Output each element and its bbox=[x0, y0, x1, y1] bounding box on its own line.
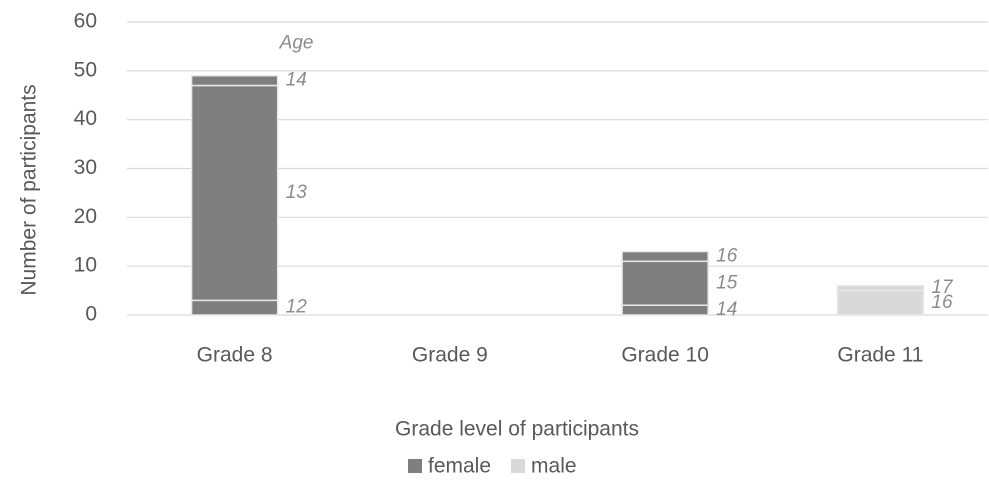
x-tick-label: Grade 10 bbox=[621, 344, 709, 367]
bar-segment bbox=[836, 289, 925, 316]
y-tick-label: 10 bbox=[74, 254, 97, 277]
bar-segment bbox=[621, 304, 709, 316]
bar-segment bbox=[621, 250, 709, 263]
y-tick-label: 50 bbox=[74, 58, 97, 81]
y-tick-label: 40 bbox=[74, 107, 97, 130]
x-tick-label: Grade 11 bbox=[837, 344, 923, 367]
segment-label: 13 bbox=[286, 182, 308, 203]
bar-segment bbox=[190, 299, 279, 316]
y-tick-label: 0 bbox=[85, 303, 97, 326]
segment-label: 14 bbox=[286, 70, 307, 91]
segment-label: 15 bbox=[716, 272, 738, 293]
y-tick-label: 30 bbox=[74, 156, 97, 179]
bar-segment bbox=[190, 84, 279, 302]
x-axis-title: Grade level of participants bbox=[395, 418, 639, 441]
legend-swatch bbox=[408, 459, 422, 473]
legend-swatch bbox=[511, 459, 526, 473]
bar-segment bbox=[621, 260, 709, 306]
segment-label: 14 bbox=[716, 299, 737, 320]
y-tick-label: 20 bbox=[74, 205, 97, 228]
bar-segment bbox=[836, 284, 925, 292]
legend-label: male bbox=[531, 455, 577, 478]
y-axis-title: Number of participants bbox=[18, 84, 41, 295]
x-tick-label: Grade 9 bbox=[412, 344, 488, 367]
segment-label: 16 bbox=[931, 292, 953, 313]
segment-label: 16 bbox=[716, 245, 738, 266]
bar-segment bbox=[190, 74, 279, 87]
segment-label: 12 bbox=[286, 297, 308, 318]
x-tick-label: Grade 8 bbox=[197, 344, 273, 367]
annotation: Age bbox=[279, 33, 314, 54]
segment-label: 17 bbox=[931, 277, 954, 298]
legend-label: female bbox=[428, 455, 491, 478]
y-tick-label: 60 bbox=[74, 10, 97, 33]
